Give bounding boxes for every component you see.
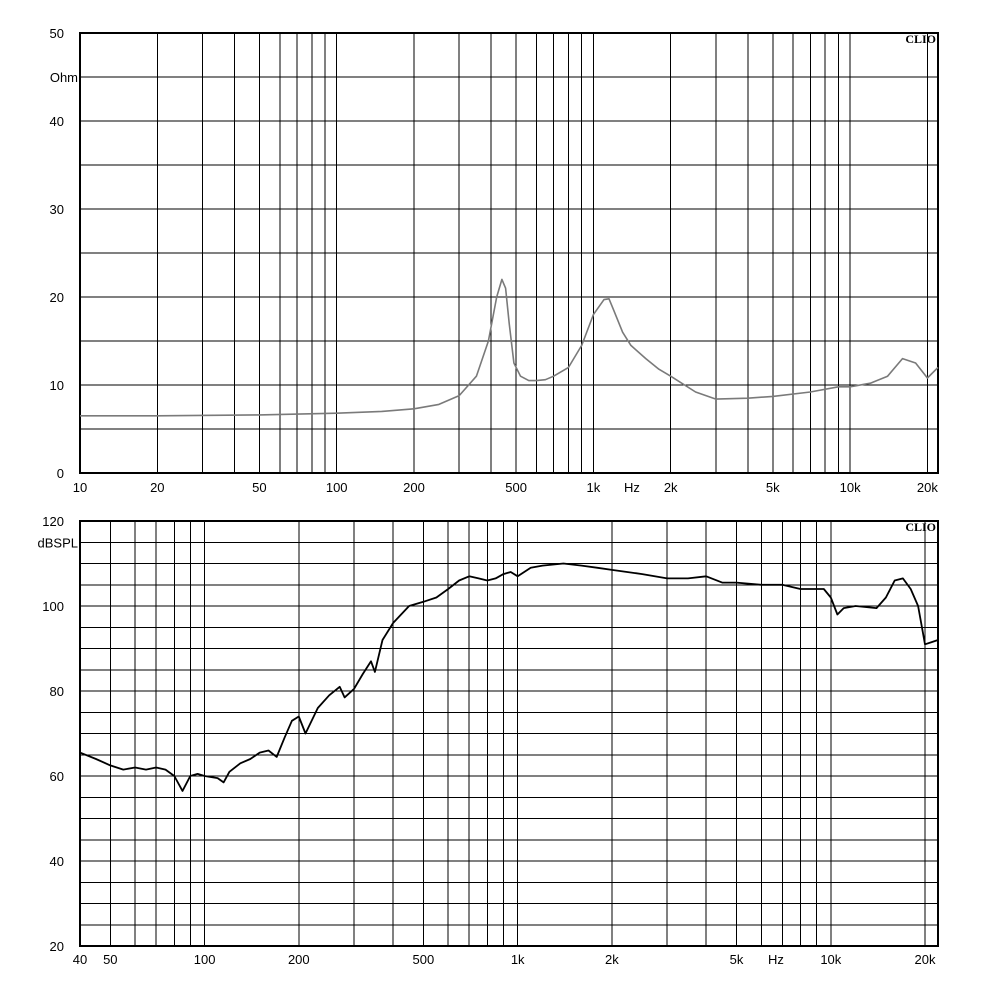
x-tick-label: 1k xyxy=(587,480,601,495)
x-tick-label: 1k xyxy=(511,952,525,967)
x-tick-label: 50 xyxy=(252,480,266,495)
y-tick-label: 20 xyxy=(50,290,64,305)
y-tick-label: 0 xyxy=(57,466,64,481)
x-tick-label: 20 xyxy=(150,480,164,495)
x-tick-label: 10 xyxy=(73,480,87,495)
x-tick-label: 100 xyxy=(326,480,348,495)
x-axis-unit-label: Hz xyxy=(624,480,640,495)
impedance-chart: 0 10 20 30 40 50 Ohm 10 20 50 100 200 500 1k 2k 5k 10k 20… xyxy=(50,26,939,495)
x-tick-label: 50 xyxy=(103,952,117,967)
series-line xyxy=(79,562,939,792)
x-tick-label: 500 xyxy=(505,480,527,495)
y-tick-label: 10 xyxy=(50,378,64,393)
x-tick-label: 200 xyxy=(403,480,425,495)
y-tick-label: 80 xyxy=(50,684,64,699)
y-tick-label: 30 xyxy=(50,202,64,217)
y-tick-label: 50 xyxy=(50,26,64,41)
y-tick-label: 40 xyxy=(50,114,64,129)
clio-brand-label: CLIO xyxy=(905,32,936,46)
x-tick-label: 100 xyxy=(194,952,216,967)
x-tick-label: 5k xyxy=(766,480,780,495)
spl-chart: 20 40 60 80 100 120 dBSPL 40 50 100 200 500 1k 2k 5k 10… xyxy=(38,514,939,967)
x-tick-label: 5k xyxy=(730,952,744,967)
x-axis-unit-label: Hz xyxy=(768,952,784,967)
y-tick-label: 20 xyxy=(50,939,64,954)
x-tick-label: 20k xyxy=(917,480,938,495)
plot-frame xyxy=(79,520,939,947)
y-tick-label: 120 xyxy=(42,514,64,529)
x-tick-label: 40 xyxy=(73,952,87,967)
y-axis-unit-label: dBSPL xyxy=(38,535,78,550)
y-axis-unit-label: Ohm xyxy=(50,70,78,85)
clio-brand-label: CLIO xyxy=(905,520,936,534)
series-line xyxy=(80,278,939,417)
x-tick-label: 2k xyxy=(664,480,678,495)
y-tick-label: 60 xyxy=(50,769,64,784)
x-tick-label: 10k xyxy=(820,952,841,967)
x-tick-label: 10k xyxy=(840,480,861,495)
y-tick-label: 40 xyxy=(50,854,64,869)
x-tick-label: 2k xyxy=(605,952,619,967)
y-tick-label: 100 xyxy=(42,599,64,614)
x-tick-label: 500 xyxy=(413,952,435,967)
x-tick-label: 20k xyxy=(915,952,936,967)
plot-frame xyxy=(79,32,939,474)
x-tick-label: 200 xyxy=(288,952,310,967)
